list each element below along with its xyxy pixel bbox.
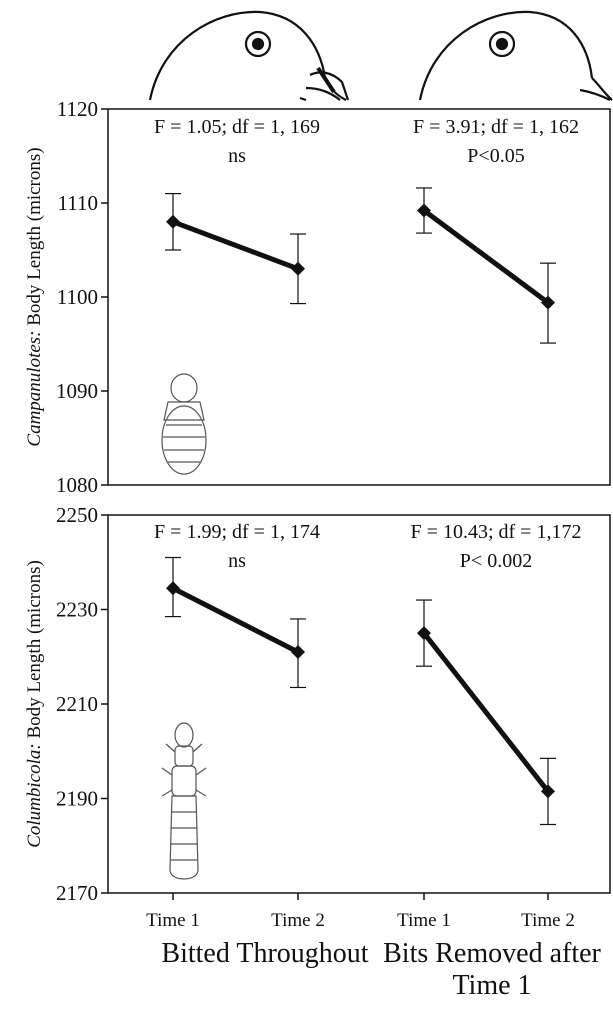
y-axis-label: Columbicola: Body Length (microns) <box>24 560 45 848</box>
series-line <box>422 208 550 305</box>
data-point <box>291 645 305 660</box>
columbicola-louse-icon <box>161 722 207 880</box>
y-axis-label-genus: Campanulotes: <box>24 331 45 447</box>
x-tick-label: Time 2 <box>271 910 325 931</box>
y-tick-label: 2170 <box>56 881 98 905</box>
y-tick-label: 1090 <box>56 379 98 403</box>
plot-frame <box>107 514 611 894</box>
panel-columbicola: 2170 2190 2210 2230 2250 Columbicola: Body Le… <box>24 503 611 931</box>
y-tick-label: 2190 <box>56 787 98 811</box>
stat-significance: ns <box>228 550 246 572</box>
y-axis-label: Campanulotes: Body Length (microns) <box>24 147 45 446</box>
stat-significance: P<0.05 <box>467 145 524 167</box>
y-axis-label-genus: Columbicola: <box>24 743 45 848</box>
campanulotes-louse-icon <box>161 373 207 475</box>
data-point <box>541 784 555 799</box>
stat-label: F = 1.99; df = 1, 174 <box>154 521 320 543</box>
plot-frame <box>107 108 611 486</box>
group-label-bitted: Bitted Throughout <box>161 938 369 969</box>
data-point <box>541 295 555 310</box>
y-axis-label-measure: Body Length (microns) <box>24 560 45 743</box>
group-label-bits-removed: Bits Removed after Time 1 <box>383 938 601 1001</box>
series-line <box>172 219 299 272</box>
data-point <box>417 203 431 218</box>
data-point <box>291 261 305 276</box>
series-line <box>171 586 300 655</box>
data-point <box>166 214 180 229</box>
x-tick-label: Time 1 <box>146 910 200 931</box>
data-point <box>166 581 180 596</box>
y-tick-label: 2230 <box>56 598 98 622</box>
stat-significance: ns <box>228 145 246 167</box>
stat-label: F = 10.43; df = 1,172 <box>411 521 582 543</box>
panel-campanulotes: 1080 1090 1100 1110 1120 Campanulotes: Body L… <box>24 97 611 497</box>
stat-label: F = 1.05; df = 1, 169 <box>154 116 320 138</box>
y-tick-label: 1110 <box>58 191 98 215</box>
data-point <box>417 626 431 641</box>
stat-significance: P< 0.002 <box>460 550 532 572</box>
y-tick-label: 2210 <box>56 692 98 716</box>
x-tick-label: Time 2 <box>521 910 575 931</box>
series-line <box>422 631 550 793</box>
y-tick-label: 1120 <box>57 97 98 121</box>
pigeon-head-with-bit-icon <box>148 10 350 102</box>
y-axis-label-measure: Body Length (microns) <box>24 147 45 330</box>
x-tick-label: Time 1 <box>397 910 451 931</box>
pigeon-head-icon <box>418 10 613 101</box>
y-tick-label: 1080 <box>56 473 98 497</box>
stat-label: F = 3.91; df = 1, 162 <box>413 116 579 138</box>
y-tick-label: 2250 <box>56 503 98 527</box>
y-tick-label: 1100 <box>57 285 98 309</box>
